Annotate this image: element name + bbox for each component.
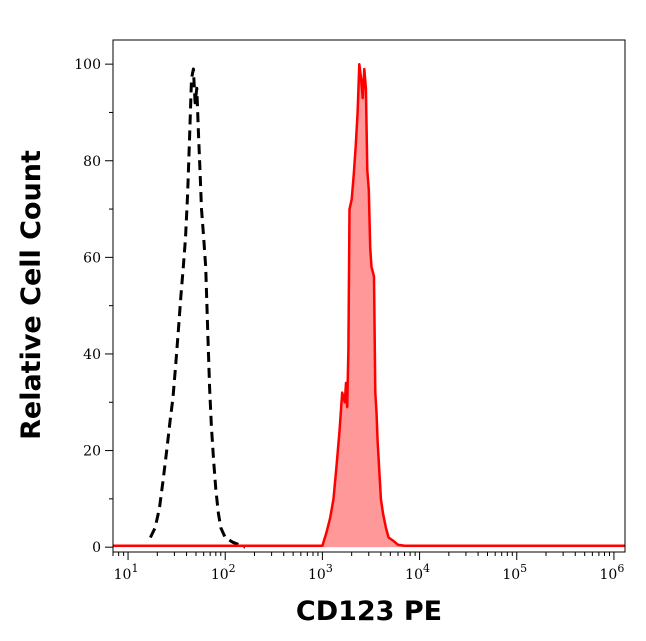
y-tick-label: 0 [92,540,101,556]
series-1-line [113,62,625,547]
series-1-fill [113,64,625,548]
y-axis-title: Relative Cell Count [16,150,47,440]
ticks-layer: 0 20 40 60 80 100 101 102 103 104 105 106 [74,57,624,583]
series-0-line [149,67,246,549]
x-tick-label: 103 [308,562,333,583]
y-tick-label: 20 [83,444,101,460]
x-tick-label: 101 [114,562,139,583]
x-tick-label: 105 [502,562,527,583]
y-tick-label: 100 [74,57,101,73]
y-tick-label: 60 [83,250,101,266]
series-layer [113,62,625,549]
x-axis-title: CD123 PE [296,596,442,627]
x-tick-label: 104 [405,562,430,583]
y-tick-label: 40 [83,347,101,363]
x-tick-label: 106 [600,562,625,583]
x-tick-label: 102 [211,562,236,583]
y-tick-label: 80 [83,154,101,170]
